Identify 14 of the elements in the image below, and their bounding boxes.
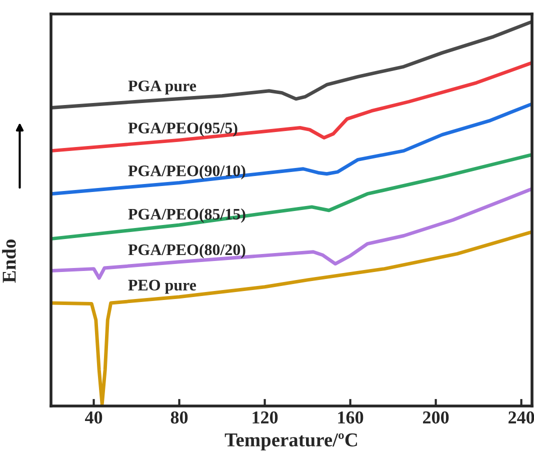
x-axis-title: Temperature/ºC — [224, 433, 357, 450]
x-tick-label: 120 — [252, 411, 278, 424]
series-label: PGA/PEO(90/10) — [128, 165, 246, 180]
series-label: PEO pure — [128, 280, 196, 294]
series-label: PGA pure — [128, 80, 196, 95]
y-axis-title: Endo — [2, 240, 16, 283]
series-label: PGA/PEO(85/15) — [128, 208, 246, 223]
x-tick-label: 40 — [84, 411, 102, 424]
x-tick-label: 80 — [170, 411, 188, 424]
series-label: PGA/PEO(80/20) — [128, 244, 246, 258]
x-tick-label: 200 — [423, 411, 449, 424]
series-label: PGA/PEO(95/5) — [128, 122, 238, 137]
x-tick-label: 240 — [508, 411, 534, 424]
x-tick-label: 160 — [338, 411, 364, 424]
